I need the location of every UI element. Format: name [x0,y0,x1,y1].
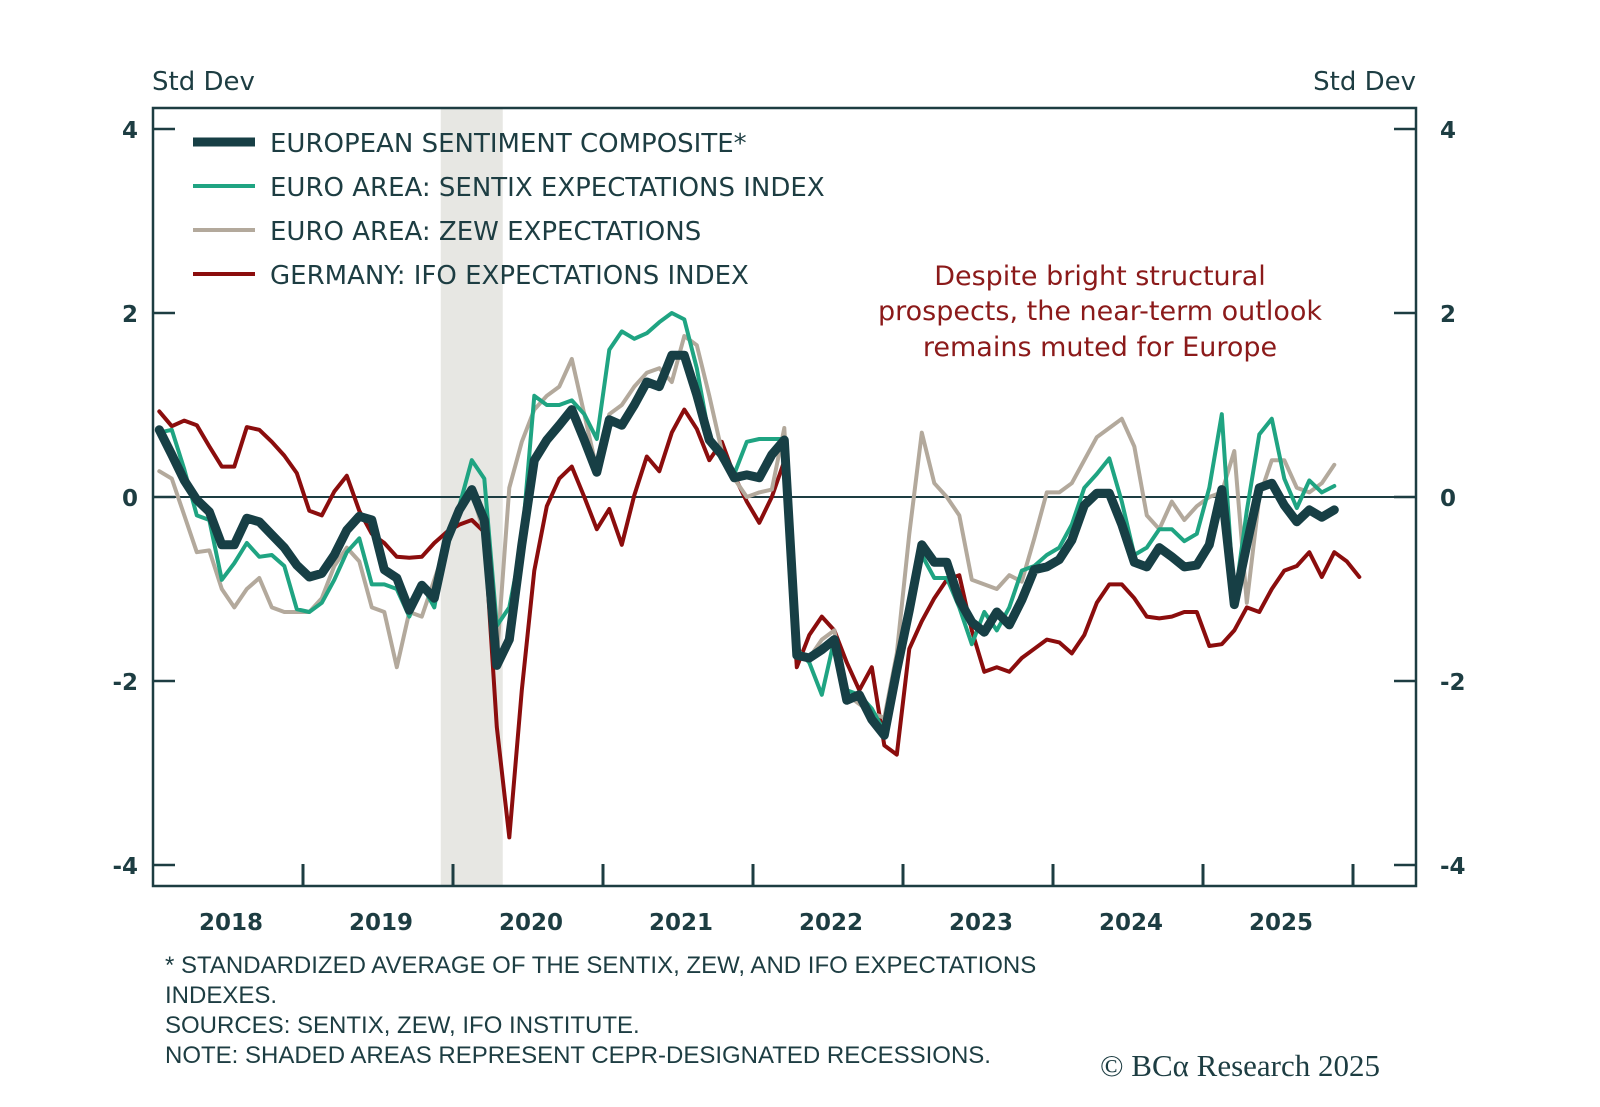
legend-label-sentix: EURO AREA: SENTIX EXPECTATIONS INDEX [270,173,825,203]
annotation: Despite bright structural prospects, the… [878,261,1322,363]
x-tick-label: 2023 [949,910,1013,936]
x-tick-label: 2025 [1249,910,1313,936]
x-tick-label: 2022 [799,910,863,936]
x-tick-label: 2018 [199,910,263,936]
y-tick-label-right: 2 [1440,302,1456,328]
legend: EUROPEAN SENTIMENT COMPOSITE* EURO AREA:… [193,129,825,291]
y-tick-label-right: -2 [1440,670,1466,696]
y-tick-label-right: -4 [1440,854,1466,880]
legend-item-ifo: GERMANY: IFO EXPECTATIONS INDEX [193,261,749,291]
y-tick-label-left: -2 [112,670,138,696]
y-axis-ticks: 4 4 2 2 0 0 -2 -2 -4 -4 [112,118,1465,880]
legend-label-composite: EUROPEAN SENTIMENT COMPOSITE* [270,129,747,159]
legend-label-zew: EURO AREA: ZEW EXPECTATIONS [270,217,701,247]
series-group [154,311,1362,840]
y-tick-label-right: 0 [1440,486,1456,512]
legend-item-zew: EURO AREA: ZEW EXPECTATIONS [193,217,701,247]
legend-label-ifo: GERMANY: IFO EXPECTATIONS INDEX [270,261,749,291]
x-tick-label: 2024 [1099,910,1163,936]
series-line-composite [154,350,1339,740]
annotation-line-3: remains muted for Europe [923,332,1277,363]
legend-item-composite: EUROPEAN SENTIMENT COMPOSITE* [193,129,747,159]
y-tick-label-left: 2 [122,302,138,328]
series-line-ifo [157,407,1362,840]
footnote-line-4: NOTE: SHADED AREAS REPRESENT CEPR-DESIGN… [165,1042,991,1069]
x-axis-ticks: 2018 2019 2020 2021 2022 2023 2024 2025 [199,864,1355,936]
x-tick-label: 2019 [349,910,413,936]
series-line-zew [157,334,1337,720]
x-tick-label: 2020 [499,910,563,936]
x-tick-label: 2021 [649,910,713,936]
legend-item-sentix: EURO AREA: SENTIX EXPECTATIONS INDEX [193,173,825,203]
footnote-line-1: * STANDARDIZED AVERAGE OF THE SENTIX, ZE… [165,952,1037,979]
y-tick-label-right: 4 [1440,118,1456,144]
y-tick-label-left: -4 [112,854,138,880]
footnote-line-2: INDEXES. [165,982,278,1009]
series-line-sentix [157,311,1337,734]
footnote-line-3: SOURCES: SENTIX, ZEW, IFO INSTITUTE. [165,1012,640,1039]
y-tick-label-left: 0 [122,486,138,512]
y-tick-label-left: 4 [122,118,138,144]
annotation-line-2: prospects, the near-term outlook [878,296,1322,327]
right-axis-title: Std Dev [1313,67,1416,97]
left-axis-title: Std Dev [152,67,255,97]
bca-research-logo: © BCα Research 2025 [1100,1048,1380,1083]
annotation-line-1: Despite bright structural [934,261,1266,292]
